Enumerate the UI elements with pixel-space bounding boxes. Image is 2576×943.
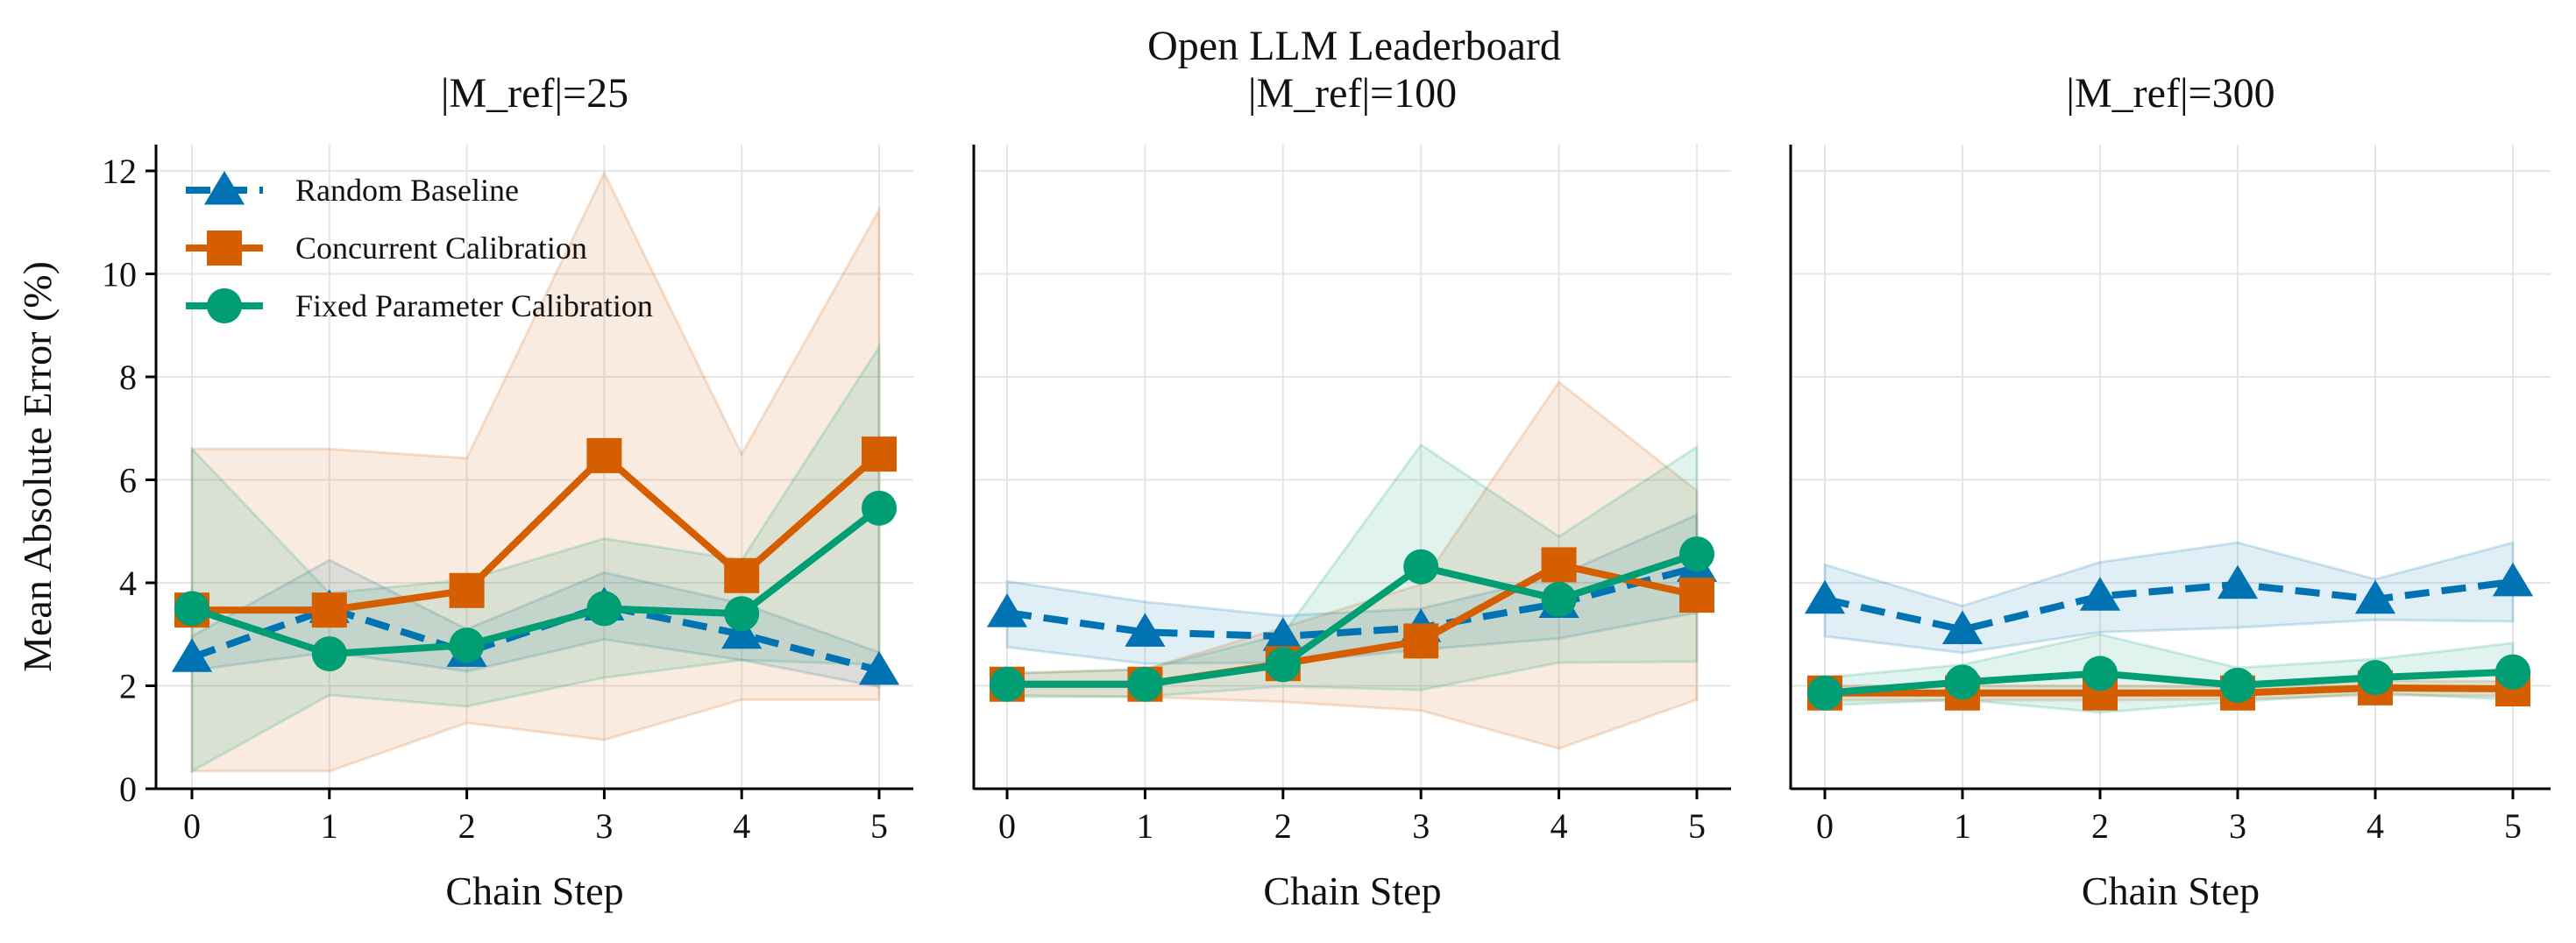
marker-fixed-parameter-calibration-circle bbox=[1945, 664, 1980, 700]
x-axis-label: Chain Step bbox=[445, 869, 623, 913]
y-tick-label: 10 bbox=[102, 255, 137, 294]
line-fixed-parameter-calibration bbox=[1824, 668, 2514, 697]
marker-concurrent-calibration-square bbox=[1403, 623, 1439, 659]
marker-random-baseline-triangle bbox=[1804, 579, 1846, 614]
x-tick-label: 0 bbox=[183, 806, 201, 846]
x-axis-label: Chain Step bbox=[2082, 869, 2260, 913]
x-axis-label: Chain Step bbox=[1263, 869, 1441, 913]
line-concurrent-calibration bbox=[1825, 684, 2514, 697]
marker-random-baseline-triangle bbox=[1262, 617, 1303, 651]
marker-fixed-parameter-calibration-circle bbox=[862, 490, 897, 526]
marker-concurrent-calibration-square bbox=[1541, 547, 1577, 583]
legend-label: Random Baseline bbox=[295, 173, 519, 208]
marker-fixed-parameter-calibration-circle bbox=[1265, 647, 1301, 683]
marker-random-baseline-triangle bbox=[2079, 577, 2121, 611]
marker-fixed-parameter-calibration-circle bbox=[449, 627, 485, 663]
marker-fixed-parameter-calibration-circle bbox=[724, 596, 760, 632]
marker-concurrent-calibration-square bbox=[724, 557, 760, 593]
marker-random-baseline-triangle bbox=[2354, 579, 2396, 614]
marker-fixed-parameter-calibration-circle bbox=[1403, 549, 1439, 585]
x-tick-label: 3 bbox=[2229, 806, 2246, 846]
legend-item: Concurrent Calibration bbox=[186, 230, 587, 266]
y-tick-label: 8 bbox=[119, 358, 137, 397]
x-tick-label: 5 bbox=[1688, 806, 1706, 846]
line-fixed-parameter-calibration bbox=[190, 505, 882, 658]
x-tick-label: 4 bbox=[1551, 806, 1568, 846]
panel-2: 0 1 2 3 4 5 Chain Step |M_ref|=100 bbox=[972, 70, 1731, 913]
marker-random-baseline-triangle bbox=[858, 650, 900, 685]
line-random-baseline bbox=[1824, 578, 2514, 634]
legend-item: Fixed Parameter Calibration bbox=[186, 288, 653, 323]
legend-marker-square bbox=[207, 230, 242, 266]
x-tick-label: 1 bbox=[321, 806, 338, 846]
marker-random-baseline-triangle bbox=[2492, 562, 2534, 597]
marker-fixed-parameter-calibration-circle bbox=[311, 636, 347, 672]
marker-random-baseline-triangle bbox=[1941, 610, 1983, 644]
legend-marker-circle bbox=[207, 288, 242, 323]
y-tick-label: 6 bbox=[119, 461, 137, 500]
marker-concurrent-calibration-square bbox=[449, 572, 485, 608]
x-tick-label: 2 bbox=[1274, 806, 1292, 846]
panel-title: |M_ref|=300 bbox=[2066, 70, 2274, 117]
marker-random-baseline-triangle bbox=[721, 614, 763, 649]
panel-3: 0 1 2 3 4 5 Chain Step |M_ref|=300 bbox=[1789, 70, 2551, 913]
band-concurrent-calibration bbox=[190, 169, 881, 773]
line-random-baseline bbox=[1006, 564, 1699, 641]
x-tick-label: 1 bbox=[1954, 806, 1971, 846]
marker-random-baseline-triangle bbox=[1125, 613, 1166, 647]
marker-random-baseline-triangle bbox=[2217, 564, 2259, 599]
marker-concurrent-calibration-square bbox=[1679, 578, 1714, 613]
x-tick-label: 2 bbox=[458, 806, 476, 846]
marker-fixed-parameter-calibration-circle bbox=[2220, 667, 2255, 703]
legend-item: Random Baseline bbox=[186, 171, 519, 208]
marker-fixed-parameter-calibration-circle bbox=[586, 591, 622, 627]
x-tick-label: 4 bbox=[2367, 806, 2384, 846]
marker-random-baseline-triangle bbox=[171, 638, 213, 672]
marker-random-baseline-triangle bbox=[986, 593, 1028, 627]
y-tick-label: 4 bbox=[119, 564, 137, 603]
marker-fixed-parameter-calibration-circle bbox=[2083, 656, 2118, 691]
legend-label: Concurrent Calibration bbox=[295, 230, 587, 266]
x-tick-label: 4 bbox=[733, 806, 750, 846]
line-concurrent-calibration bbox=[192, 451, 882, 614]
x-tick-label: 5 bbox=[870, 806, 888, 846]
y-axis-label: Mean Absolute Error (%) bbox=[15, 261, 60, 672]
line-random-baseline bbox=[190, 602, 881, 674]
marker-fixed-parameter-calibration-circle bbox=[1807, 675, 1842, 711]
marker-fixed-parameter-calibration-circle bbox=[174, 591, 209, 627]
marker-fixed-parameter-calibration-circle bbox=[990, 666, 1025, 702]
marker-concurrent-calibration-square bbox=[862, 436, 897, 472]
x-tick-label: 1 bbox=[1136, 806, 1153, 846]
band-random-baseline bbox=[1823, 541, 2515, 655]
x-tick-label: 5 bbox=[2504, 806, 2522, 846]
y-tick-label: 2 bbox=[119, 667, 137, 706]
marker-fixed-parameter-calibration-circle bbox=[2358, 660, 2393, 696]
x-tick-label: 2 bbox=[2091, 806, 2109, 846]
marker-fixed-parameter-calibration-circle bbox=[1127, 666, 1163, 702]
marker-fixed-parameter-calibration-circle bbox=[2495, 654, 2530, 690]
panel-title: |M_ref|=25 bbox=[441, 70, 628, 117]
y-tick-label: 0 bbox=[119, 769, 137, 809]
suptitle: Open LLM Leaderboard bbox=[1147, 23, 1561, 69]
x-tick-label: 0 bbox=[1816, 806, 1834, 846]
legend-label: Fixed Parameter Calibration bbox=[295, 288, 653, 323]
legend: Random Baseline Concurrent Calibration Fix… bbox=[186, 171, 653, 323]
marker-concurrent-calibration-square bbox=[586, 437, 622, 473]
x-tick-label: 3 bbox=[1412, 806, 1430, 846]
x-tick-label: 3 bbox=[595, 806, 613, 846]
panel-title: |M_ref|=100 bbox=[1248, 70, 1457, 117]
marker-fixed-parameter-calibration-circle bbox=[1541, 581, 1577, 617]
line-fixed-parameter-calibration bbox=[1007, 550, 1699, 688]
marker-fixed-parameter-calibration-circle bbox=[1679, 536, 1714, 572]
legend-marker-triangle bbox=[203, 171, 245, 205]
marker-concurrent-calibration-square bbox=[311, 592, 347, 628]
y-tick-label: 12 bbox=[102, 152, 137, 191]
x-tick-label: 0 bbox=[998, 806, 1016, 846]
